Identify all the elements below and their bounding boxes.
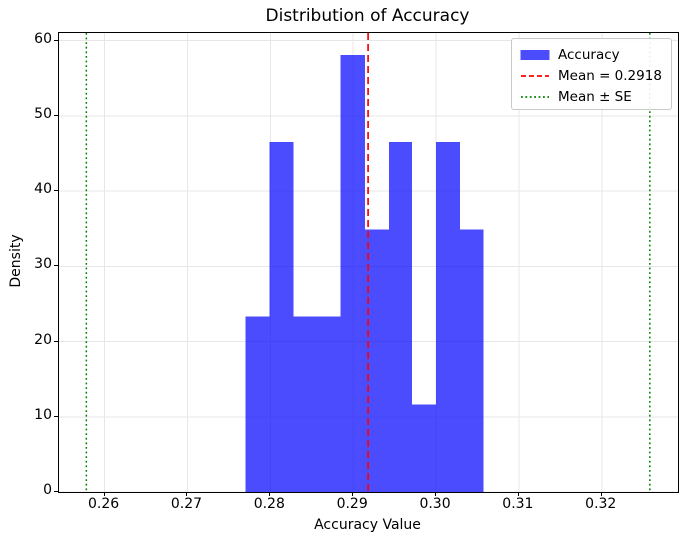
legend-row: Mean = 0.2918 [520,65,663,86]
x-tick-label: 0.27 [170,496,203,512]
histogram-bar [317,316,341,492]
legend-patch-icon [520,49,550,60]
legend-label: Mean = 0.2918 [558,67,662,84]
histogram-bar [388,142,413,492]
x-axis-label: Accuracy Value [314,517,421,533]
chart-title: Distribution of Accuracy [265,6,470,26]
histogram-bar [436,142,461,492]
legend: Accuracy Mean = 0.2918 Mean ± SE [511,38,672,110]
histogram-bar [412,404,437,492]
x-tick-label: 0.30 [419,496,451,512]
x-tick-mark [352,492,354,496]
legend-row: Accuracy [520,44,663,65]
x-tick-label: 0.32 [585,496,617,512]
y-tick-label: 50 [34,105,52,122]
y-tick-label: 0 [43,482,52,498]
y-tick-mark [54,190,58,192]
y-tick-mark [54,265,58,267]
x-tick-mark [186,492,188,496]
y-tick-mark [54,114,58,116]
x-tick-label: 0.28 [253,496,285,512]
y-tick-label: 40 [34,181,52,198]
y-tick-label: 60 [34,30,52,47]
x-tick-mark [269,492,271,496]
x-tick-mark [435,492,437,496]
y-tick-mark [54,39,58,41]
y-tick-label: 30 [34,256,52,273]
y-tick-mark [54,340,58,342]
histogram-bar [245,316,270,492]
x-tick-label: 0.29 [336,496,368,512]
legend-dotted-line-icon [521,95,549,98]
legend-label: Mean ± SE [558,88,632,105]
plot-canvas [59,33,678,492]
histogram-bar [340,54,365,492]
legend-row: Mean ± SE [520,86,663,107]
y-tick-label: 20 [34,331,52,348]
histogram-bar [364,229,389,492]
x-tick-mark [103,492,105,496]
x-tick-mark [600,492,602,496]
x-tick-mark [517,492,519,496]
x-tick-label: 0.31 [502,496,534,512]
x-tick-label: 0.26 [87,496,120,512]
legend-dashed-line-icon [521,74,549,77]
y-tick-mark [54,491,58,492]
legend-label: Accuracy [558,46,620,63]
histogram-bar [269,142,294,492]
histogram-bar [460,229,484,492]
y-tick-label: 10 [34,406,52,423]
y-tick-mark [54,415,58,417]
histogram-bar [293,316,318,492]
